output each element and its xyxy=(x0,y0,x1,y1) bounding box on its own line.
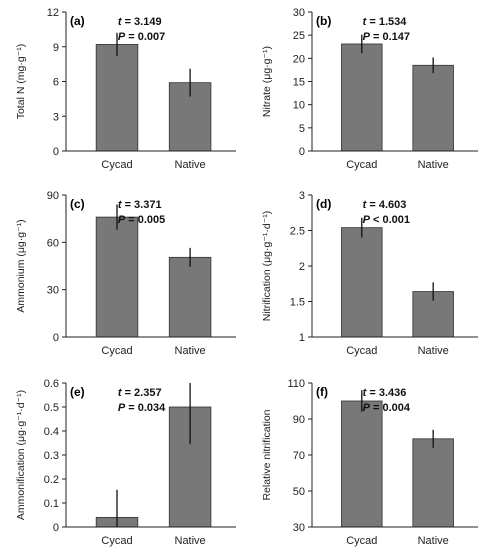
bar-cycad xyxy=(341,227,383,338)
stat-t-value: t = 3.436 xyxy=(363,387,407,399)
y-tick-label: 0.3 xyxy=(44,450,59,462)
y-tick-label: 3 xyxy=(299,190,305,202)
panel-label: (a) xyxy=(70,14,85,28)
y-tick-label: 6 xyxy=(53,77,59,89)
category-label-native: Native xyxy=(418,535,449,547)
y-tick-label: 30 xyxy=(293,522,305,534)
y-tick-label: 0 xyxy=(53,332,59,344)
y-tick-label: 30 xyxy=(293,7,305,19)
y-tick-label: 0.5 xyxy=(44,402,59,414)
y-tick-label: 3 xyxy=(53,111,59,123)
y-tick-label: 60 xyxy=(47,237,59,249)
stat-p-value: P < 0.001 xyxy=(363,214,410,226)
y-tick-label: 0.6 xyxy=(44,378,59,390)
panel-e: Cycad Native 0 0.1 0.2 0.3 0.4 0.5 0.6 Ammonifica… xyxy=(15,378,236,547)
y-tick-label: 12 xyxy=(47,7,59,19)
category-label-native: Native xyxy=(175,159,206,171)
stat-p-value: P = 0.004 xyxy=(363,402,411,414)
panel-label: (e) xyxy=(70,385,85,399)
y-tick-label: 10 xyxy=(293,100,305,112)
panel-b: Cycad Native 0 5 10 15 20 25 30 Nitrate (μg·g⁻¹) (… xyxy=(261,7,478,171)
y-tick-label: 1 xyxy=(299,332,305,344)
stat-t-value: t = 2.357 xyxy=(118,387,162,399)
stat-t-value: t = 1.534 xyxy=(363,16,408,28)
panel-label: (d) xyxy=(316,197,331,211)
y-tick-label: 2 xyxy=(299,261,305,273)
bar-cycad xyxy=(95,44,139,152)
y-axis-label: Ammonium (μg·g⁻¹) xyxy=(15,219,27,312)
category-label-cycad: Cycad xyxy=(346,345,377,357)
stat-p-value: P = 0.007 xyxy=(118,31,165,43)
y-tick-label: 0.2 xyxy=(44,474,59,486)
bar-cycad xyxy=(95,216,139,338)
y-tick-label: 90 xyxy=(47,190,59,202)
y-tick-label: 90 xyxy=(293,414,305,426)
stat-p-value: P = 0.034 xyxy=(118,402,166,414)
y-axis-label: Ammonification (μg·g⁻¹·d⁻¹) xyxy=(15,390,27,520)
category-label-cycad: Cycad xyxy=(101,159,132,171)
y-axis-label: Nitrification (μg·g⁻¹·d⁻¹) xyxy=(261,211,273,321)
panel-label: (f) xyxy=(316,385,328,399)
y-tick-label: 0 xyxy=(53,146,59,158)
y-tick-label: 0.4 xyxy=(44,426,59,438)
bar-native xyxy=(412,64,454,152)
y-axis-label: Total N (mg·g⁻¹) xyxy=(15,44,27,120)
y-tick-label: 0 xyxy=(299,146,305,158)
panel-a: Cycad Native 0 3 6 9 12 Total N (mg·g⁻¹) (a) t = … xyxy=(15,7,236,171)
y-tick-label: 1.5 xyxy=(290,297,305,309)
y-tick-label: 0 xyxy=(53,522,59,534)
y-tick-label: 110 xyxy=(287,378,305,390)
y-tick-label: 9 xyxy=(53,42,59,54)
y-axis-label: Nitrate (μg·g⁻¹) xyxy=(261,46,273,117)
y-tick-label: 15 xyxy=(293,77,305,89)
y-tick-label: 30 xyxy=(47,285,59,297)
y-axis-label: Relative nitrification xyxy=(261,409,273,500)
category-label-native: Native xyxy=(175,345,206,357)
stat-t-value: t = 4.603 xyxy=(363,199,407,211)
panel-f: Cycad Native 30 50 70 90 110 Relative nitrifica… xyxy=(261,378,478,547)
y-tick-label: 0.1 xyxy=(44,498,59,510)
bar-native xyxy=(168,256,212,338)
y-tick-label: 70 xyxy=(293,450,305,462)
panel-label: (c) xyxy=(70,197,85,211)
y-tick-label: 50 xyxy=(293,486,305,498)
stat-p-value: P = 0.147 xyxy=(363,31,410,43)
stat-t-value: t = 3.371 xyxy=(118,199,162,211)
y-tick-label: 25 xyxy=(293,30,305,42)
stat-p-value: P = 0.005 xyxy=(118,214,165,226)
category-label-native: Native xyxy=(418,159,449,171)
panel-label: (b) xyxy=(316,14,331,28)
category-label-cycad: Cycad xyxy=(346,159,377,171)
category-label-native: Native xyxy=(175,535,206,547)
y-tick-label: 20 xyxy=(293,53,305,65)
stat-t-value: t = 3.149 xyxy=(118,16,162,28)
category-label-cycad: Cycad xyxy=(346,535,377,547)
y-tick-label: 5 xyxy=(299,123,305,135)
category-label-cycad: Cycad xyxy=(101,535,132,547)
bar-native xyxy=(412,438,454,528)
category-label-native: Native xyxy=(418,345,449,357)
bar-cycad xyxy=(341,400,383,528)
category-label-cycad: Cycad xyxy=(101,345,132,357)
panel-c: Cycad Native 0 30 60 90 Ammonium (μg·g⁻¹) (c) t … xyxy=(15,190,236,357)
bar-cycad xyxy=(341,43,383,152)
panel-d: Cycad Native 1 1.5 2 2.5 3 Nitrification (μg·g⁻… xyxy=(261,190,478,357)
y-tick-label: 2.5 xyxy=(290,226,305,238)
